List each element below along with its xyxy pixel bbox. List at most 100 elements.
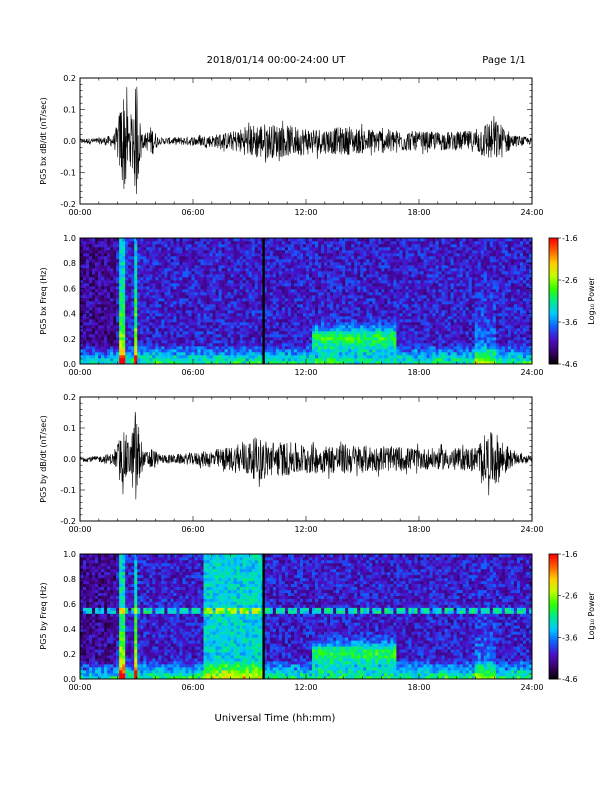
spectrogram-cell — [321, 244, 325, 248]
spectrogram-cell — [426, 295, 430, 299]
spectrogram-cell — [426, 310, 430, 314]
spectrogram-cell — [360, 259, 364, 263]
spectrogram-cell — [387, 241, 391, 245]
spectrogram-cell — [110, 256, 114, 260]
spectrogram-cell — [143, 307, 147, 311]
spectrogram-cell — [128, 265, 132, 269]
spectrogram-cell — [176, 286, 180, 290]
spectrogram-cell — [420, 250, 424, 254]
spectrogram-cell — [375, 250, 379, 254]
spectrogram-cell — [215, 286, 219, 290]
spectrogram-cell — [215, 307, 219, 311]
spectrogram-cell — [221, 319, 225, 323]
spectrogram-cell — [384, 352, 388, 356]
spectrogram-cell — [233, 259, 237, 263]
spectrogram-cell — [375, 337, 379, 341]
spectrogram-cell — [290, 241, 295, 245]
spectrogram-cell — [245, 316, 250, 320]
spectrogram-cell — [98, 337, 102, 341]
spectrogram-cell — [167, 340, 171, 344]
spectrogram-cell — [345, 286, 349, 290]
spectrogram-cell — [125, 244, 129, 248]
spectrogram-cell — [357, 238, 361, 242]
spectrogram-cell — [336, 280, 340, 284]
spectrogram-cell — [182, 277, 186, 281]
spectrogram-cell — [170, 358, 174, 362]
spectrogram-cell — [351, 340, 355, 344]
spectrogram-cell — [336, 244, 340, 248]
spectrogram-cell — [351, 268, 355, 272]
spectrogram-cell — [137, 322, 141, 326]
spectrogram-cell — [191, 268, 195, 272]
spectrogram-cell — [194, 301, 198, 305]
spectrogram-cell — [390, 358, 394, 362]
spectrogram-cell — [390, 256, 394, 260]
spectrogram-cell — [263, 262, 268, 266]
spectrogram-cell — [384, 340, 388, 344]
spectrogram-cell — [402, 241, 406, 245]
spectrogram-cell — [116, 244, 120, 248]
spectrogram-cell — [372, 265, 376, 269]
spectrogram-cell — [324, 256, 328, 260]
spectrogram-cell — [324, 250, 328, 254]
spectrogram-cell — [221, 358, 225, 362]
spectrogram-cell — [348, 268, 352, 272]
spectrogram-cell — [281, 334, 286, 338]
spectrogram-cell — [287, 313, 292, 317]
spectrogram-cell — [158, 253, 162, 257]
spectrogram-cell — [284, 241, 289, 245]
spectrogram-cell — [227, 298, 231, 302]
spectrogram-cell — [306, 319, 310, 323]
spectrogram-cell — [182, 358, 186, 362]
spectrogram-cell — [95, 325, 99, 329]
spectrogram-cell — [218, 292, 222, 296]
spectrogram-cell — [233, 244, 237, 248]
spectrogram-cell — [333, 253, 337, 257]
spectrogram-cell — [101, 358, 105, 362]
spectrogram-cell — [185, 337, 189, 341]
spectrogram-cell — [176, 280, 180, 284]
spectrogram-cell — [266, 316, 271, 320]
spectrogram-cell — [173, 331, 177, 335]
spectrogram-cell — [363, 307, 367, 311]
spectrogram-cell — [318, 262, 322, 266]
spectrogram-cell — [309, 316, 313, 320]
spectrogram-cell — [399, 313, 403, 317]
spectrogram-cell — [254, 361, 259, 365]
spectrogram-cell — [80, 316, 84, 320]
spectrogram-cell — [257, 298, 262, 302]
spectrogram-cell — [131, 274, 135, 278]
spectrogram-cell — [366, 295, 370, 299]
spectrogram-cell — [239, 292, 244, 296]
spectrogram-cell — [98, 274, 102, 278]
spectrogram-cell — [417, 298, 421, 302]
spectrogram-cell — [113, 310, 117, 314]
spectrogram-cell — [378, 340, 382, 344]
spectrogram-cell — [339, 268, 343, 272]
spectrogram-cell — [167, 238, 171, 242]
spectrogram-cell — [248, 292, 253, 296]
spectrogram-cell — [411, 259, 415, 263]
spectrogram-cell — [290, 361, 295, 365]
spectrogram-cell — [348, 259, 352, 263]
spectrogram-cell — [309, 292, 313, 296]
spectrogram-cell — [191, 331, 195, 335]
spectrogram-cell — [212, 346, 216, 350]
spectrogram-cell — [104, 265, 108, 269]
spectrogram-cell — [318, 253, 322, 257]
spectrogram-cell — [363, 349, 367, 353]
spectrogram-cell — [179, 280, 183, 284]
spectrogram-cell — [221, 283, 225, 287]
spectrogram-cell — [263, 352, 268, 356]
spectrogram-cell — [182, 319, 186, 323]
spectrogram-cell — [119, 304, 123, 308]
spectrogram-cell — [321, 355, 325, 359]
spectrogram-cell — [411, 298, 415, 302]
spectrogram-cell — [321, 319, 325, 323]
spectrogram-cell — [89, 265, 93, 269]
spectrogram-cell — [110, 340, 114, 344]
spectrogram-cell — [263, 325, 268, 329]
spectrogram-cell — [281, 307, 286, 311]
spectrogram-cell — [191, 283, 195, 287]
spectrogram-cell — [206, 274, 210, 278]
